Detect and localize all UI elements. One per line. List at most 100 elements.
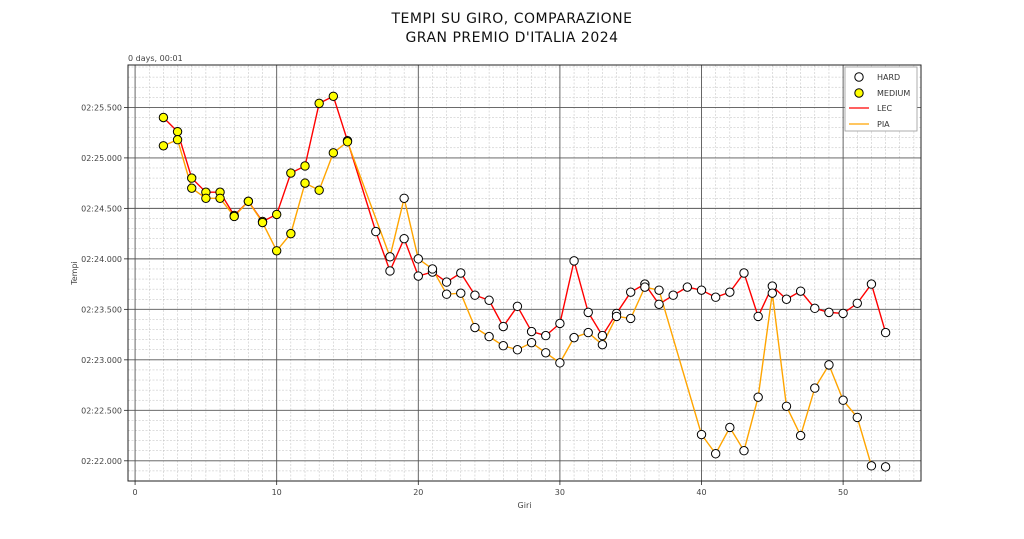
data-point-pia-hard [427,264,438,274]
data-point-pia-hard [569,332,579,343]
data-point-pia-medium [187,183,197,193]
legend-lec-label: LEC [877,104,893,113]
legend-medium-marker [854,88,864,98]
data-point-lec-hard [385,266,395,276]
x-tick-label: 40 [696,488,706,497]
data-point-pia-medium [172,135,183,145]
y-tick-label: 02:22.500 [81,406,122,415]
data-point-pia-hard [456,288,466,298]
series-line-lec [162,95,887,337]
data-point-lec-medium [271,209,282,220]
data-point-pia-hard [526,337,537,348]
data-point-pia-medium [271,246,282,256]
data-point-pia-hard [753,392,763,402]
data-point-pia-hard [583,327,593,338]
data-point-lec-hard [880,327,891,338]
data-point-lec-hard [512,301,523,312]
data-point-lec-medium [328,91,339,102]
data-point-lec-hard [470,290,480,300]
data-point-lec-hard [569,256,579,266]
x-axis-ticks: 0 10 20 30 40 50 [133,481,848,497]
data-point-lec-medium [286,168,296,178]
data-point-lec-hard [597,330,608,341]
data-point-pia-medium [158,141,169,151]
y-tick-label: 02:25.500 [81,103,122,112]
data-point-lec-hard [371,226,381,237]
data-point-pia-hard [498,340,508,351]
data-point-pia-hard [640,282,650,292]
data-point-lec-hard [668,290,678,300]
y-tick-label: 02:22.000 [81,457,122,466]
x-tick-label: 30 [555,488,565,497]
legend: HARD MEDIUM LEC PIA [844,66,918,132]
data-point-pia-hard [512,345,523,355]
data-point-lec-hard [725,287,735,297]
data-point-extra-hard [880,462,891,472]
data-point-pia-hard [739,446,749,456]
data-point-pia-hard [838,395,848,405]
data-point-pia-hard [710,449,721,459]
data-point-pia-hard [555,358,565,368]
data-point-lec-hard [583,307,593,318]
legend-hard-marker [854,72,864,82]
data-point-pia-hard [597,339,608,350]
data-point-pia-hard [767,288,778,298]
data-point-pia-medium [328,148,339,158]
data-point-pia-hard [654,285,664,295]
x-axis-label: Giri [518,501,532,510]
data-point-lec-hard [696,285,707,295]
data-point-lec-hard [739,268,749,278]
legend-medium-label: MEDIUM [877,89,910,98]
data-point-lec-hard [626,287,636,297]
data-point-lec-hard [456,268,466,278]
data-point-lec-hard [781,294,792,304]
data-point-pia-medium [215,193,225,203]
data-point-lec-medium [158,112,169,123]
data-point-lec-hard [654,299,664,310]
y-axis-ticks: 02:22.000 02:22.500 02:23.000 02:23.500 02:2… [81,103,128,466]
data-point-lec-hard [399,233,409,244]
data-point-pia-hard [725,422,735,433]
y-axis-label: Tempi [70,261,79,286]
data-point-pia-medium [257,217,268,228]
minor-grid [128,65,921,481]
data-point-pia-medium [243,196,254,207]
chart-title-line1: TEMPI SU GIRO, COMPARAZIONE [391,11,633,27]
y-tick-label: 02:23.000 [81,356,122,365]
data-point-pia-hard [399,193,409,203]
plot-frame [127,64,922,482]
data-point-pia-medium [201,193,211,203]
series-markers [158,91,891,472]
data-point-lec-medium [314,98,324,109]
data-point-lec-hard [484,295,494,305]
x-tick-label: 0 [133,488,138,497]
data-point-lec-hard [810,303,820,314]
data-point-pia-hard [781,401,792,411]
y-tick-label: 02:23.500 [81,305,122,314]
data-point-pia-hard [852,412,862,423]
data-point-lec-hard [555,318,565,329]
data-point-pia-medium [342,137,353,147]
y-offset-label: 0 days, 00:01 [128,54,183,63]
data-point-pia-medium [300,178,310,188]
data-point-pia-hard [441,289,452,299]
chart-title-line2: GRAN PREMIO D'ITALIA 2024 [405,30,618,46]
data-point-lec-hard [838,308,848,319]
data-point-lec-hard [413,271,423,281]
y-tick-label: 02:24.500 [81,204,122,213]
data-point-lec-hard [682,282,693,292]
data-point-pia-hard [413,254,423,264]
data-point-pia-hard [866,461,877,471]
data-point-lec-hard [498,321,508,332]
data-point-lec-hard [710,292,721,302]
data-point-pia-hard [696,429,707,440]
data-point-lec-hard [541,330,551,341]
data-point-lec-medium [172,126,183,137]
data-point-lec-hard [866,279,877,289]
legend-hard-label: HARD [877,73,900,82]
data-point-pia-hard [795,430,806,441]
x-tick-label: 50 [838,488,848,497]
data-point-pia-medium [314,185,324,195]
data-point-lec-hard [753,311,763,322]
